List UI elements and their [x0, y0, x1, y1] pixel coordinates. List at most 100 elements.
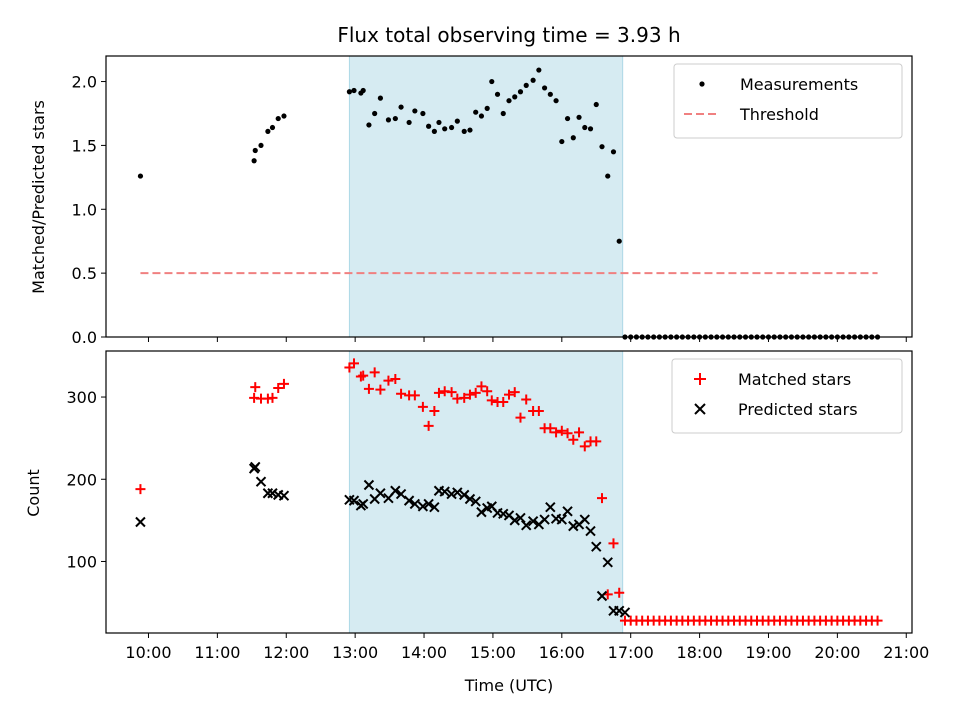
data-point — [423, 420, 434, 431]
data-point — [251, 158, 257, 164]
data-point — [252, 147, 258, 154]
data-point — [454, 118, 460, 124]
data-point — [390, 373, 401, 384]
data-point — [258, 142, 264, 149]
data-point — [536, 67, 542, 73]
data-point — [605, 173, 611, 179]
data-point — [464, 493, 476, 505]
data-point — [530, 77, 536, 83]
data-point — [579, 514, 590, 525]
data-point — [470, 387, 481, 398]
x-tick-label: 16:00 — [539, 643, 585, 662]
y-tick-label: 0.5 — [72, 264, 97, 283]
data-point — [396, 388, 407, 399]
data-point — [509, 515, 520, 526]
data-point — [278, 490, 290, 501]
data-point — [275, 115, 281, 122]
data-point — [461, 128, 467, 134]
top-y-axis-label: Matched/Predicted stars — [29, 100, 48, 294]
data-point — [385, 117, 392, 123]
top-panel-ratio: 0.0 0.5 1.0 1.5 2.0 Measurements Threshold — [72, 55, 913, 347]
data-point — [545, 502, 556, 513]
data-point — [426, 123, 432, 129]
data-point — [392, 115, 398, 122]
legend-label: Measurements — [740, 75, 858, 94]
data-point — [591, 541, 602, 552]
x-tick-label: 18:00 — [677, 643, 723, 662]
data-point — [610, 149, 617, 155]
data-point — [250, 382, 261, 393]
data-point — [597, 493, 607, 504]
data-point — [135, 516, 146, 528]
series-predicted-stars — [135, 461, 631, 618]
legend: Matched stars Predicted stars — [671, 358, 903, 434]
data-point — [267, 392, 278, 403]
data-point — [383, 375, 394, 386]
data-point — [412, 108, 418, 114]
x-tick-label: 15:00 — [470, 643, 516, 662]
data-point — [517, 89, 524, 95]
legend-label: Predicted stars — [738, 400, 858, 419]
data-point — [439, 486, 450, 497]
data-point — [494, 91, 501, 97]
data-point — [608, 538, 619, 549]
data-point — [395, 488, 407, 500]
data-point — [523, 82, 529, 88]
data-point — [448, 124, 455, 131]
data-point — [403, 495, 415, 506]
data-point — [556, 425, 567, 436]
data-point — [135, 484, 146, 495]
data-point — [346, 89, 353, 95]
data-point — [137, 173, 144, 179]
axes-frame — [105, 55, 913, 338]
data-point — [489, 78, 495, 85]
data-point — [406, 119, 412, 126]
data-point — [579, 441, 590, 452]
data-point — [614, 587, 625, 598]
data-point — [551, 427, 562, 438]
data-point — [250, 461, 261, 473]
data-point — [473, 109, 479, 115]
x-tick-label: 21:00 — [883, 643, 929, 662]
data-point — [409, 390, 420, 401]
data-point — [506, 98, 512, 104]
x-tick-label: 17:00 — [608, 643, 654, 662]
data-point — [504, 389, 514, 400]
data-point — [541, 85, 548, 91]
data-point — [348, 495, 360, 506]
x-tick-label: 13:00 — [332, 643, 378, 662]
data-point — [409, 498, 421, 510]
legend-box — [673, 63, 903, 139]
data-point — [255, 476, 267, 487]
legend-label: Matched stars — [738, 370, 851, 389]
data-point — [521, 520, 532, 531]
data-point — [375, 488, 386, 499]
series-matched-stars — [135, 358, 883, 626]
y-tick-label: 100 — [66, 552, 97, 571]
data-point — [459, 392, 470, 403]
data-point — [593, 101, 599, 108]
x-tick-label: 11:00 — [194, 643, 240, 662]
y-tick-label: 1.5 — [72, 136, 97, 155]
data-point — [420, 110, 426, 117]
data-point — [429, 406, 440, 417]
data-point — [390, 485, 401, 496]
data-point — [486, 395, 497, 406]
data-point — [574, 427, 585, 438]
data-point — [596, 590, 608, 602]
data-point — [467, 127, 473, 133]
data-point — [363, 383, 374, 394]
data-point — [515, 512, 526, 524]
data-point — [553, 98, 559, 104]
bottom-panel-counts: 100 200 300 10:00 11:00 12:00 13:00 14:00 15:00 1… — [66, 350, 929, 662]
data-point — [452, 487, 463, 498]
data-point — [375, 384, 386, 395]
data-point — [515, 412, 526, 423]
x-tick-label: 12:00 — [263, 643, 309, 662]
data-point — [459, 489, 470, 501]
data-point — [547, 91, 553, 97]
data-point — [616, 238, 622, 244]
data-point — [602, 557, 613, 568]
x-tick-label: 20:00 — [814, 643, 860, 662]
legend-swatch-predicted — [694, 403, 706, 415]
